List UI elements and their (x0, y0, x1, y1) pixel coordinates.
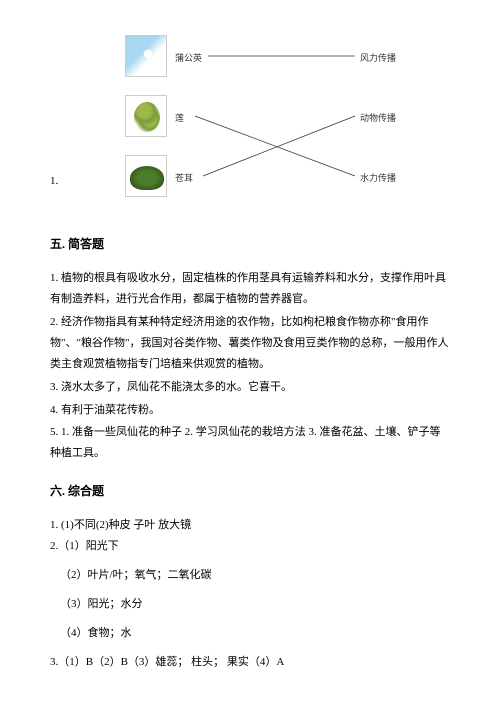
answer-6-2-2: （2）叶片/叶；氧气；二氧化碳 (60, 565, 450, 586)
answer-5-1: 1. 植物的根具有吸收水分，固定植株的作用茎具有运输养料和水分，支撑作用叶具有制… (50, 268, 450, 310)
answer-5-2: 2. 经济作物指具有某种特定经济用途的农作物，比如枸杞粮食作物亦称"食用作物"、… (50, 312, 450, 375)
answer-5-3: 3. 浇水太多了，凤仙花不能浇太多的水。它喜干。 (50, 377, 450, 398)
answer-5-5: 5. 1. 准备一些凤仙花的种子 2. 学习凤仙花的栽培方法 3. 准备花盆、土… (50, 422, 450, 464)
matching-diagram: 1. 蒲公英 莲 苍耳 风力传播 动物传播 水力传播 (95, 35, 450, 210)
answer-5-4: 4. 有利于油菜花传粉。 (50, 400, 450, 421)
answer-6-2: 2.（1）阳光下 (50, 536, 450, 557)
connection-lines (95, 35, 450, 210)
section-6-answers: 1. (1)不同(2)种皮 子叶 放大镜 2.（1）阳光下 （2）叶片/叶；氧气… (50, 515, 450, 672)
section-5-title: 五. 简答题 (50, 235, 450, 254)
question-number: 1. (50, 173, 58, 191)
section-6-title: 六. 综合题 (50, 482, 450, 501)
answer-6-1: 1. (1)不同(2)种皮 子叶 放大镜 (50, 515, 450, 536)
answer-6-2-3: （3）阳光；水分 (60, 594, 450, 615)
section-5-answers: 1. 植物的根具有吸收水分，固定植株的作用茎具有运输养料和水分，支撑作用叶具有制… (50, 268, 450, 464)
answer-6-3: 3.（1）B（2）B（3）雄蕊； 柱头； 果实（4）A (50, 652, 450, 673)
answer-6-2-4: （4）食物；水 (60, 623, 450, 644)
